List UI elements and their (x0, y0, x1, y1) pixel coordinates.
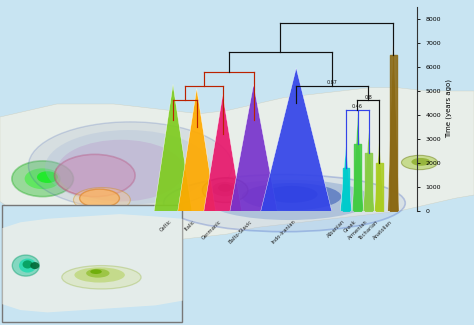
Polygon shape (352, 113, 364, 211)
Bar (2, 205, 182, 322)
Ellipse shape (57, 140, 185, 202)
Ellipse shape (19, 259, 36, 273)
Ellipse shape (30, 262, 39, 269)
Polygon shape (0, 88, 474, 240)
Polygon shape (154, 84, 192, 211)
Polygon shape (374, 140, 384, 211)
Ellipse shape (28, 122, 232, 210)
Text: Tocharian: Tocharian (358, 219, 379, 240)
Polygon shape (178, 88, 216, 211)
Polygon shape (340, 146, 352, 211)
Ellipse shape (212, 182, 238, 196)
Ellipse shape (411, 158, 430, 166)
Polygon shape (204, 95, 242, 211)
Ellipse shape (90, 269, 102, 274)
Text: Albanian: Albanian (326, 219, 346, 239)
Polygon shape (2, 214, 182, 312)
Ellipse shape (55, 154, 135, 197)
Ellipse shape (202, 178, 248, 202)
Ellipse shape (265, 186, 318, 203)
Ellipse shape (218, 184, 232, 192)
Text: Germanic: Germanic (201, 219, 223, 240)
Ellipse shape (62, 266, 141, 289)
Ellipse shape (25, 168, 61, 189)
Ellipse shape (74, 267, 125, 282)
Text: Italic: Italic (184, 219, 197, 231)
Ellipse shape (242, 183, 341, 210)
Text: Anatolian: Anatolian (372, 219, 393, 240)
Ellipse shape (86, 269, 109, 278)
Text: Armenian: Armenian (347, 219, 369, 241)
Ellipse shape (73, 188, 130, 212)
Text: Greek: Greek (343, 219, 358, 234)
Text: 0.87: 0.87 (327, 80, 337, 85)
Ellipse shape (12, 161, 73, 197)
Text: Indo-Iranian: Indo-Iranian (270, 219, 296, 245)
Ellipse shape (12, 255, 39, 276)
Ellipse shape (401, 155, 438, 170)
Polygon shape (261, 68, 332, 211)
Polygon shape (363, 129, 374, 211)
Ellipse shape (80, 189, 119, 207)
Text: Celtic: Celtic (159, 219, 173, 233)
Text: 0.46: 0.46 (352, 104, 363, 109)
Ellipse shape (164, 175, 405, 232)
Text: 0.8: 0.8 (365, 95, 372, 99)
Polygon shape (388, 31, 399, 211)
Ellipse shape (206, 180, 372, 220)
Ellipse shape (37, 171, 58, 183)
Y-axis label: Time (years ago): Time (years ago) (445, 79, 452, 138)
Text: Balto-Slavic: Balto-Slavic (228, 219, 254, 245)
Ellipse shape (23, 260, 33, 268)
Ellipse shape (45, 130, 211, 205)
Polygon shape (230, 84, 277, 211)
